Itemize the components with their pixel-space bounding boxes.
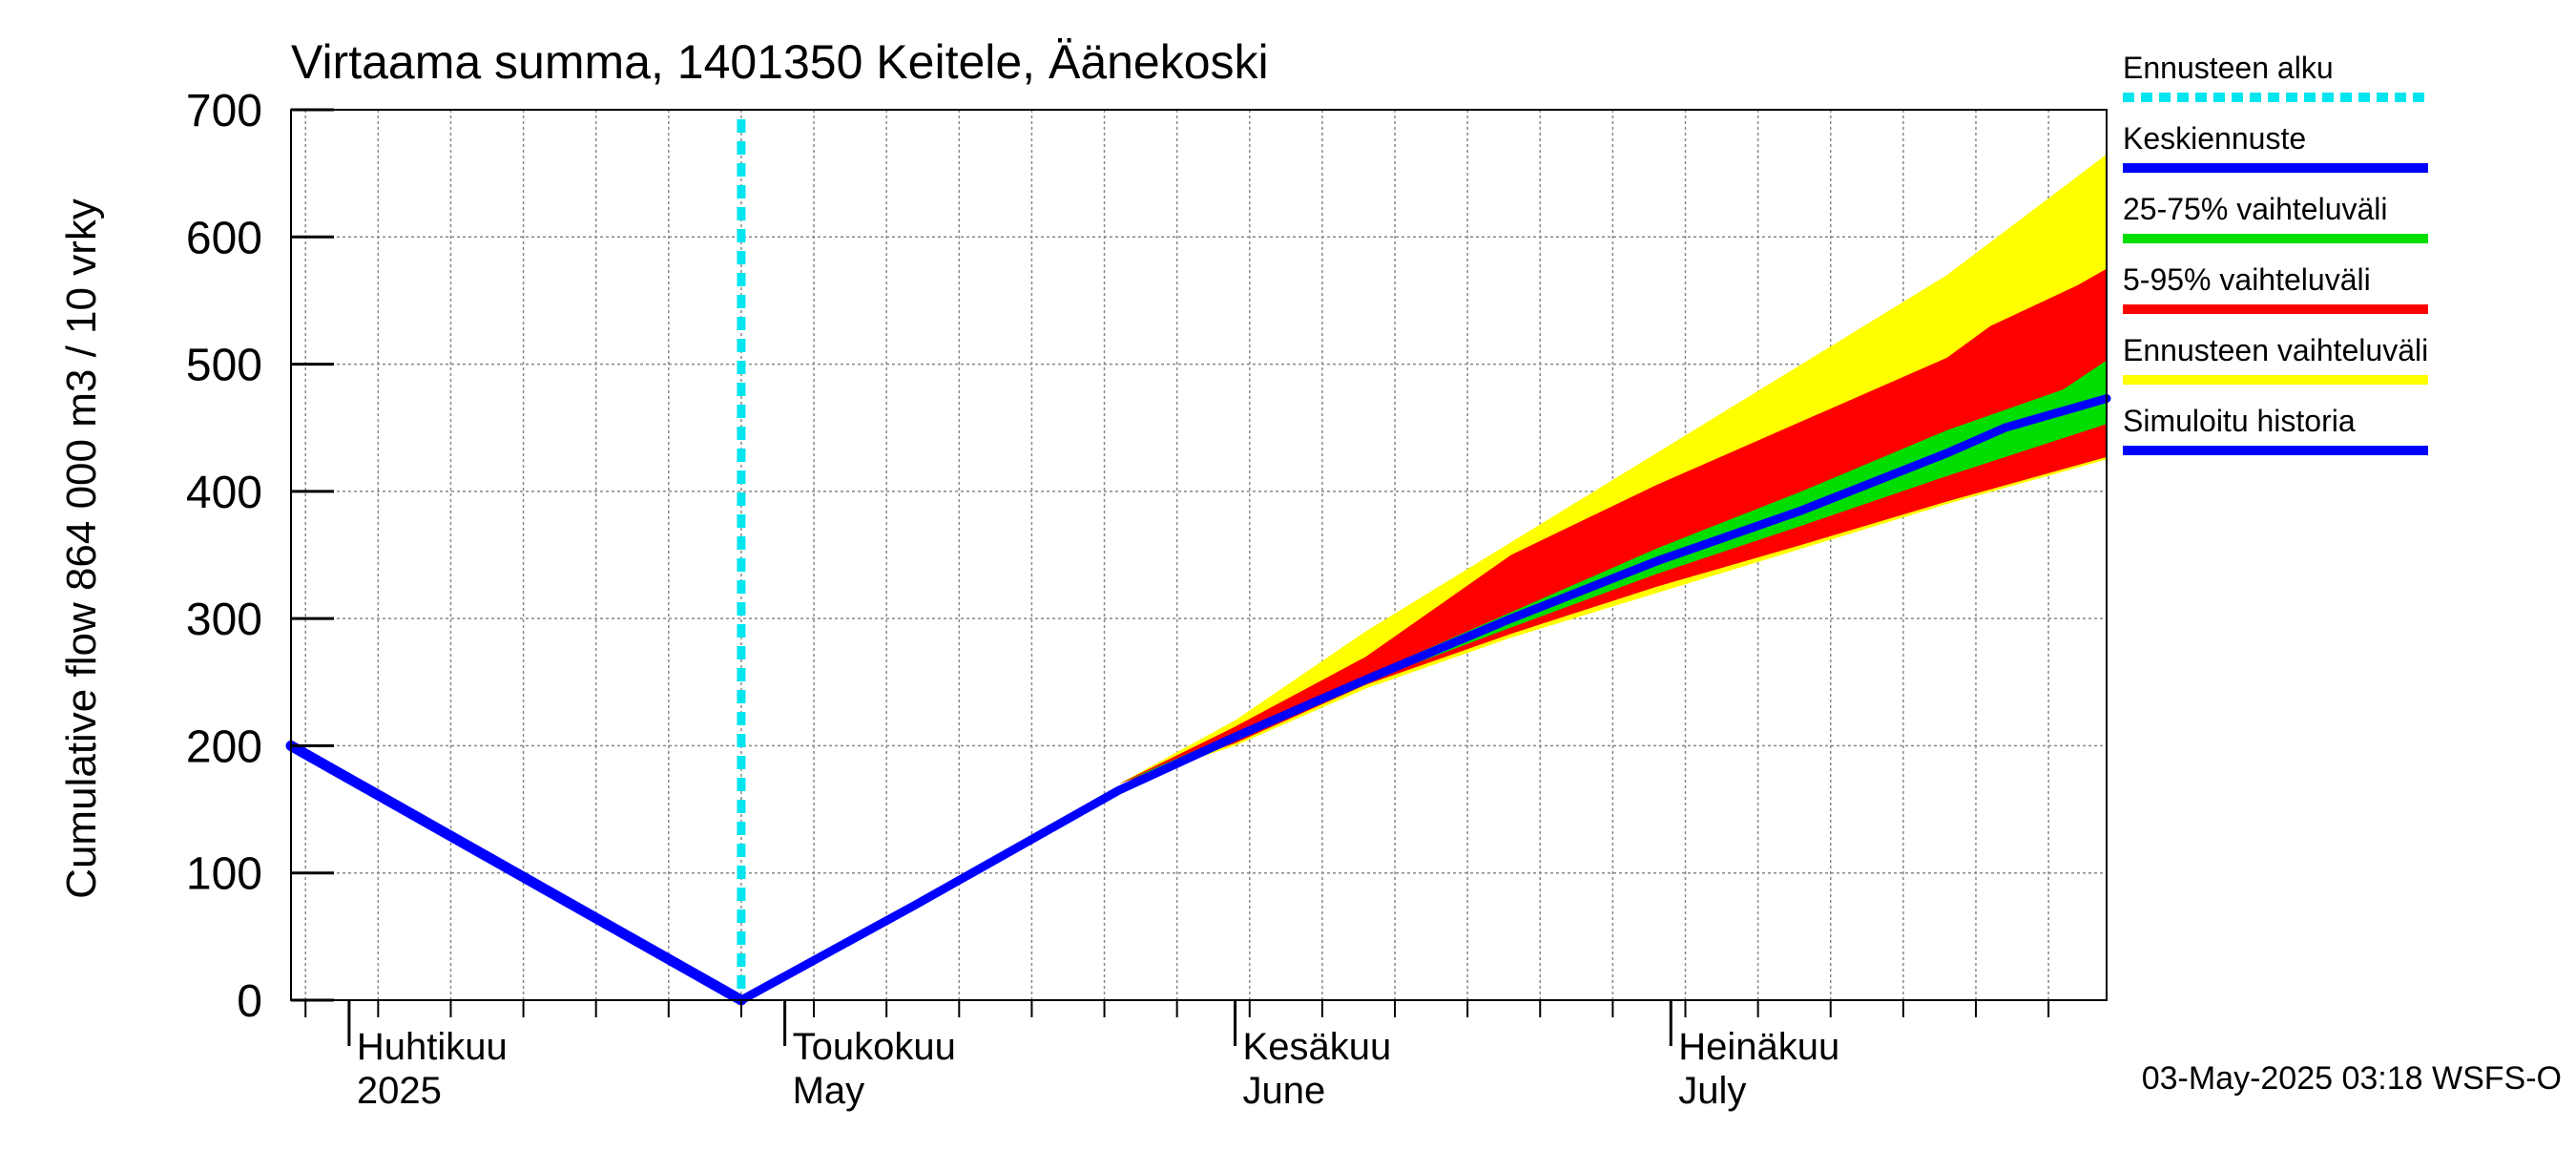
y-tick-label: 600 xyxy=(186,213,262,263)
legend-label: Keskiennuste xyxy=(2123,121,2306,156)
y-tick-label: 400 xyxy=(186,468,262,518)
x-month-label: Heinäkuu xyxy=(1678,1026,1839,1068)
x-month-label: Huhtikuu xyxy=(357,1026,508,1068)
legend: Ennusteen alku Keskiennuste 25-75% vaihtel… xyxy=(2123,51,2428,455)
x-month-sublabel: July xyxy=(1678,1070,1746,1112)
x-month-sublabel: May xyxy=(793,1070,865,1112)
band-5-95-vaihteluv-li xyxy=(740,268,2107,1000)
x-month-sublabel: 2025 xyxy=(357,1070,442,1112)
y-tick-label: 100 xyxy=(186,849,262,900)
legend-label: Ennusteen alku xyxy=(2123,51,2334,85)
plot-frame xyxy=(290,109,2108,1001)
y-axis-label: Cumulative flow 864 000 m3 / 10 vrky xyxy=(58,199,105,899)
x-month-label: Kesäkuu xyxy=(1243,1026,1392,1068)
x-month-label: Toukokuu xyxy=(793,1026,956,1068)
band-25-75-vaihteluv-li xyxy=(740,360,2107,1000)
legend-label: 25-75% vaihteluväli xyxy=(2123,192,2388,226)
chart-title: Virtaama summa, 1401350 Keitele, Äänekos… xyxy=(291,35,1269,89)
axes xyxy=(290,108,2108,1046)
legend-label: Simuloitu historia xyxy=(2123,404,2356,438)
x-month-sublabel: June xyxy=(1243,1070,1326,1112)
history-line xyxy=(285,740,747,1006)
y-tick-label: 200 xyxy=(186,721,262,772)
series-lines xyxy=(285,119,2111,1006)
footer-timestamp: 03-May-2025 03:18 WSFS-O xyxy=(2142,1060,2562,1097)
y-tick-label: 300 xyxy=(186,595,262,645)
y-tick-label: 700 xyxy=(186,86,262,136)
legend-label: Ennusteen vaihteluväli xyxy=(2123,333,2428,367)
legend-label: 5-95% vaihteluväli xyxy=(2123,262,2371,297)
y-tick-label: 0 xyxy=(237,976,262,1027)
grid xyxy=(291,109,2107,1001)
y-tick-label: 500 xyxy=(186,341,262,391)
median-forecast-line xyxy=(737,394,2111,1005)
